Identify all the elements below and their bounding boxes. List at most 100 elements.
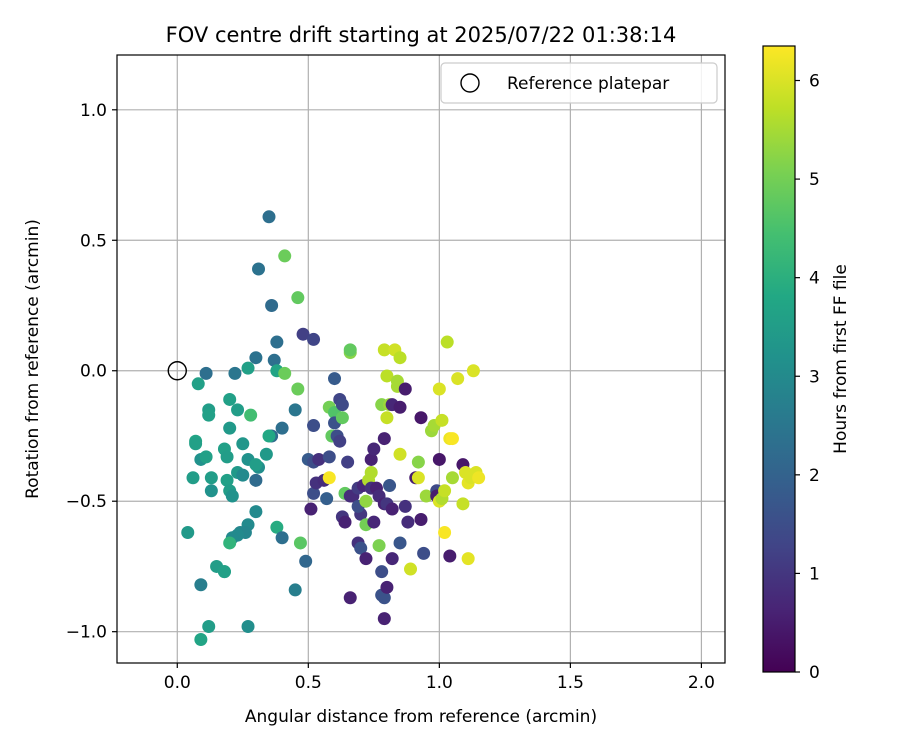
scatter-point: [456, 497, 470, 511]
grid-lines: [117, 55, 725, 663]
scatter-point: [204, 484, 218, 498]
scatter-point: [307, 332, 321, 346]
scatter-point: [199, 450, 213, 464]
y-tick-label: 1.0: [80, 101, 107, 121]
scatter-point: [411, 455, 425, 469]
scatter-point: [372, 539, 386, 553]
scatter-point: [393, 400, 407, 414]
scatter-point: [275, 421, 289, 435]
scatter-point: [181, 526, 195, 540]
scatter-point: [338, 515, 352, 529]
scatter-point: [385, 552, 399, 566]
scatter-point: [199, 366, 213, 380]
scatter-point: [204, 471, 218, 485]
scatter-point: [241, 619, 255, 633]
scatter-point: [225, 489, 239, 503]
scatter-point: [443, 549, 457, 563]
colorbar-tick-label: 2: [809, 466, 820, 486]
scatter-point: [383, 479, 397, 493]
scatter-point: [304, 502, 318, 516]
legend: Reference platepar: [440, 62, 718, 104]
scatter-point: [267, 353, 281, 367]
scatter-point: [335, 398, 349, 412]
colorbar-ticks: 0 1 2 3 4 5 6: [795, 72, 820, 683]
scatter-point: [202, 408, 216, 422]
scatter-point: [432, 382, 446, 396]
scatter-point: [393, 351, 407, 365]
scatter-point: [270, 520, 284, 534]
scatter-point: [293, 536, 307, 550]
scatter-point: [322, 450, 336, 464]
scatter-point: [354, 541, 368, 555]
scatter-point: [328, 372, 342, 386]
scatter-point: [320, 492, 334, 506]
scatter-point: [249, 505, 263, 519]
scatter-point: [377, 612, 391, 626]
scatter-point: [367, 515, 381, 529]
scatter-point: [288, 583, 302, 597]
colorbar-tick-label: 6: [809, 72, 820, 92]
scatter-point: [231, 403, 245, 417]
scatter-point: [307, 419, 321, 433]
scatter-point: [414, 411, 428, 425]
scatter-point: [398, 382, 412, 396]
scatter-point: [288, 403, 302, 417]
legend-marker-icon: [460, 73, 480, 93]
scatter-point: [367, 442, 381, 456]
scatter-point: [451, 372, 465, 386]
scatter-point: [249, 351, 263, 365]
colorbar-tick-label: 5: [809, 170, 820, 190]
scatter-point: [472, 471, 486, 485]
scatter-point: [377, 591, 391, 605]
y-axis-ticks: −1.0 −0.5 0.0 0.5 1.0: [66, 101, 117, 643]
scatter-point: [275, 531, 289, 545]
scatter-point: [312, 452, 326, 466]
scatter-point: [259, 447, 273, 461]
scatter-point: [335, 411, 349, 425]
scatter-point: [404, 562, 418, 576]
scatter-point: [236, 437, 250, 451]
scatter-point: [414, 512, 428, 526]
scatter-point: [445, 471, 459, 485]
scatter-point: [220, 473, 234, 487]
scatter-point: [194, 578, 208, 592]
scatter-point: [359, 494, 373, 508]
scatter-point: [228, 366, 242, 380]
scatter-point: [223, 421, 237, 435]
scatter-point: [262, 429, 276, 443]
scatter-point: [385, 502, 399, 516]
colorbar-label: Hours from first FF file: [831, 264, 851, 454]
colorbar: [762, 45, 796, 673]
scatter-point: [270, 335, 284, 349]
scatter-point: [217, 565, 231, 579]
x-tick-label: 1.0: [426, 673, 453, 693]
scatter-point: [432, 452, 446, 466]
x-axis-ticks: 0.0 0.5 1.0 1.5 2.0: [164, 663, 715, 693]
scatter-point: [466, 364, 480, 378]
scatter-point: [262, 210, 276, 224]
scatter-point: [411, 471, 425, 485]
x-tick-label: 2.0: [688, 673, 715, 693]
colorbar-tick-label: 3: [809, 367, 820, 387]
scatter-point: [186, 471, 200, 485]
scatter-point: [249, 473, 263, 487]
scatter-point: [438, 526, 452, 540]
legend-entry: Reference platepar: [507, 74, 669, 94]
scatter-point: [241, 361, 255, 375]
y-tick-label: −1.0: [66, 623, 107, 643]
y-tick-label: −0.5: [66, 492, 107, 512]
scatter-point: [322, 471, 336, 485]
y-tick-label: 0.5: [80, 231, 107, 251]
scatter-point: [440, 335, 454, 349]
scatter-point: [435, 413, 449, 427]
x-axis-label: Angular distance from reference (arcmin): [245, 707, 597, 727]
scatter-point: [380, 369, 394, 383]
scatter-point: [377, 343, 391, 357]
scatter-point: [343, 343, 357, 357]
scatter-point: [223, 536, 237, 550]
scatter-point: [417, 546, 431, 560]
x-tick-label: 0.0: [164, 673, 191, 693]
scatter-point: [278, 366, 292, 380]
scatter-point: [359, 552, 373, 566]
scatter-point: [377, 432, 391, 446]
